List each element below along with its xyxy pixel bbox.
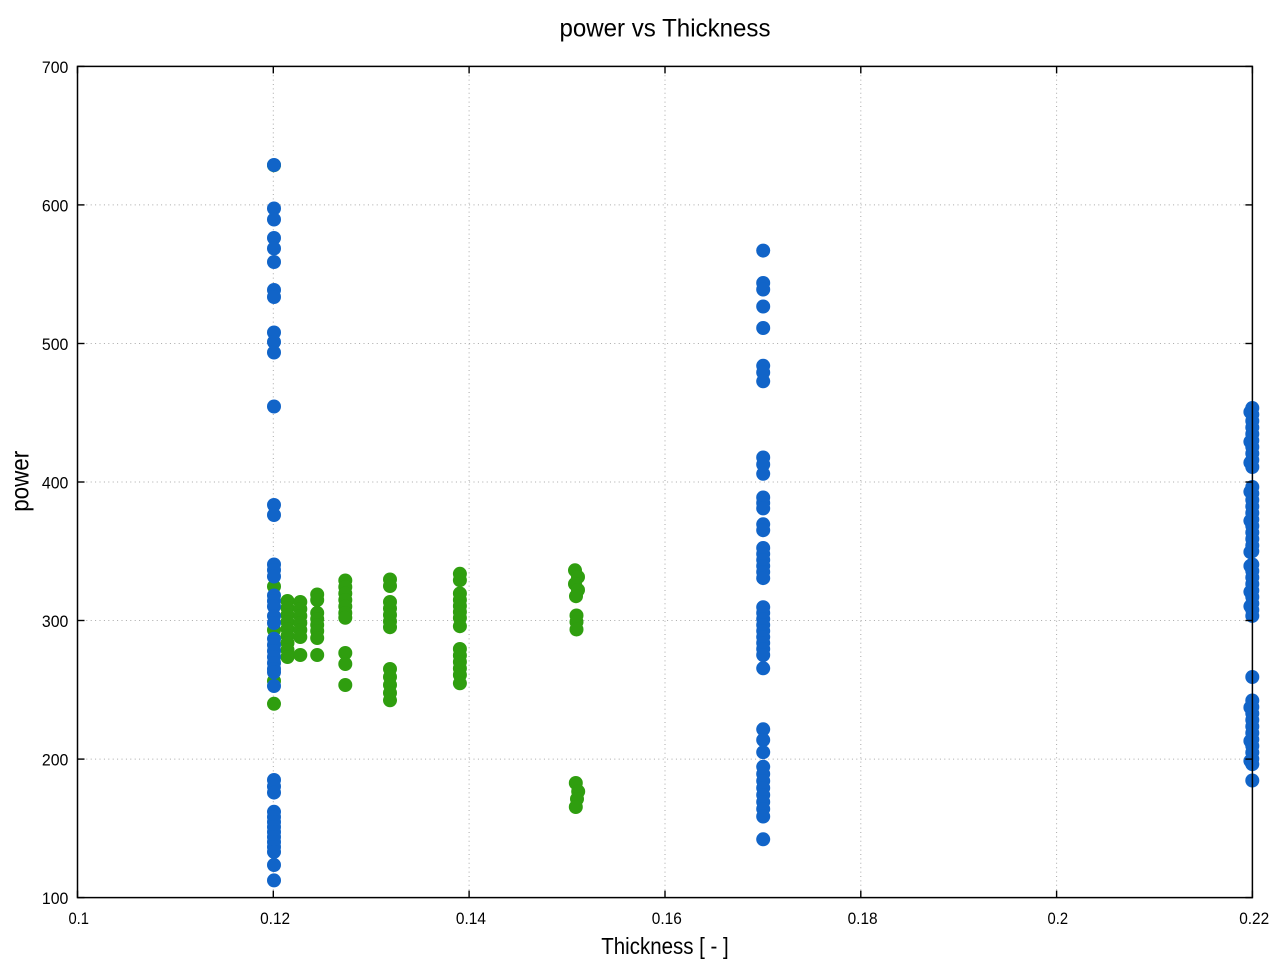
svg-text:300: 300 bbox=[42, 612, 69, 631]
svg-text:400: 400 bbox=[42, 474, 69, 493]
svg-text:0.12: 0.12 bbox=[260, 909, 290, 928]
svg-text:100: 100 bbox=[42, 889, 69, 908]
svg-text:power: power bbox=[7, 451, 35, 512]
svg-text:0.1: 0.1 bbox=[68, 909, 89, 928]
svg-text:power vs Thickness: power vs Thickness bbox=[560, 15, 771, 43]
svg-text:0.22: 0.22 bbox=[1239, 909, 1269, 928]
svg-text:200: 200 bbox=[42, 751, 69, 770]
svg-text:600: 600 bbox=[42, 197, 69, 216]
svg-text:0.2: 0.2 bbox=[1048, 909, 1069, 928]
svg-text:0.16: 0.16 bbox=[652, 909, 682, 928]
svg-text:500: 500 bbox=[42, 335, 69, 354]
svg-text:0.18: 0.18 bbox=[848, 909, 878, 928]
svg-text:Thickness [ - ]: Thickness [ - ] bbox=[601, 933, 729, 959]
svg-text:700: 700 bbox=[42, 58, 69, 77]
svg-text:0.14: 0.14 bbox=[456, 909, 486, 928]
